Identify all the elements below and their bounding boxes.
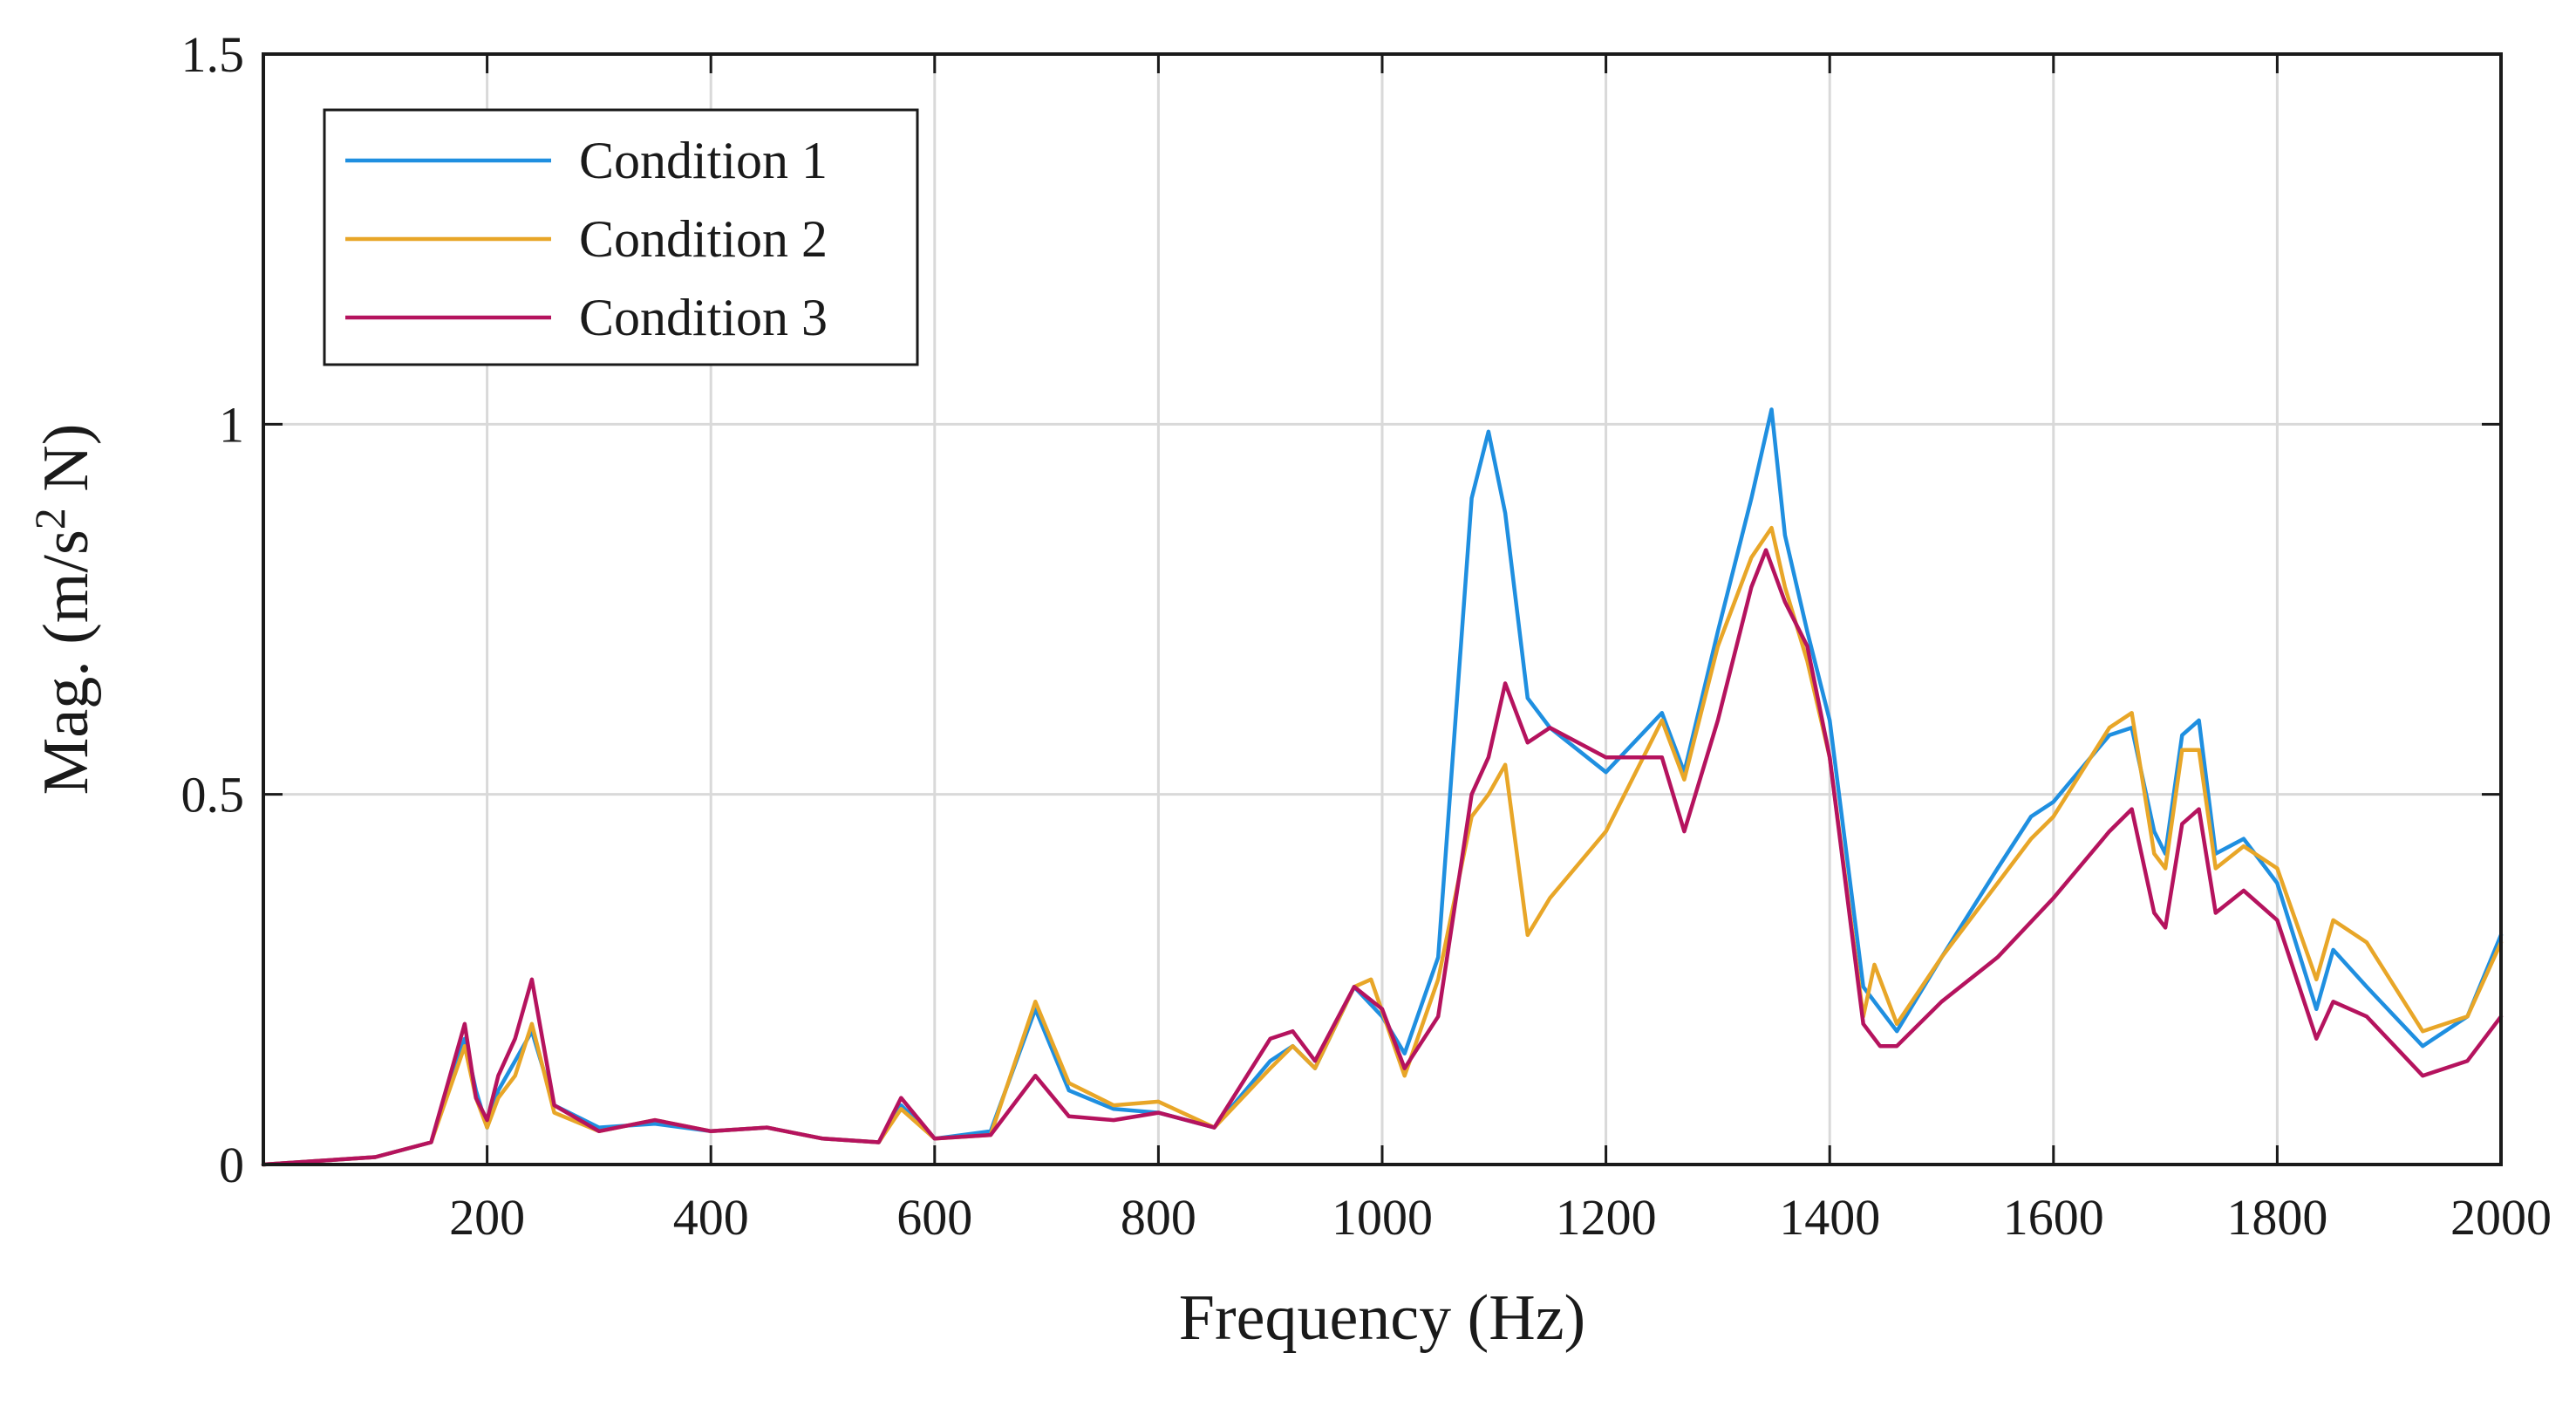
x-tick-label: 800 xyxy=(1121,1189,1196,1246)
ticks xyxy=(263,52,2503,1166)
series-line-condition-3 xyxy=(261,548,2504,1167)
y-axis-label-main: Mag. (m/s xyxy=(31,529,102,795)
x-tick-label: 1600 xyxy=(2003,1189,2104,1246)
x-tick-label: 1400 xyxy=(1779,1189,1880,1246)
legend-label-condition-3: Condition 3 xyxy=(579,289,828,346)
x-axis-label: Frequency (Hz) xyxy=(1179,1282,1585,1354)
x-tick-label: 1000 xyxy=(1332,1189,1433,1246)
legend-label-condition-1: Condition 1 xyxy=(579,132,828,189)
y-axis-label-superscript: 2 xyxy=(25,508,74,529)
x-tick-label: 2000 xyxy=(2450,1189,2552,1246)
x-tick-label: 1800 xyxy=(2226,1189,2327,1246)
x-tick-label: 1200 xyxy=(1556,1189,1657,1246)
y-axis-label-tail: N) xyxy=(31,424,102,509)
x-tick-label: 600 xyxy=(896,1189,972,1246)
legend-label-condition-2: Condition 2 xyxy=(579,210,828,268)
x-tick-labels: 200 400 600 800 1000 1200 1400 1600 1800 2000 xyxy=(449,1189,2552,1246)
y-tick-label: 0.5 xyxy=(181,767,245,823)
y-tick-labels: 0 0.5 1 1.5 xyxy=(181,26,245,1193)
y-tick-label: 1.5 xyxy=(181,26,245,83)
x-tick-label: 200 xyxy=(449,1189,525,1246)
series-line-condition-1 xyxy=(261,407,2504,1167)
series-group xyxy=(261,407,2504,1167)
grid xyxy=(263,54,2501,1165)
legend: Condition 1 Condition 2 Condition 3 xyxy=(323,108,919,366)
y-axis-label: Mag. (m/s2 N) xyxy=(25,424,102,796)
y-tick-label: 0 xyxy=(219,1137,244,1193)
y-tick-label: 1 xyxy=(219,396,244,453)
x-tick-label: 400 xyxy=(673,1189,749,1246)
